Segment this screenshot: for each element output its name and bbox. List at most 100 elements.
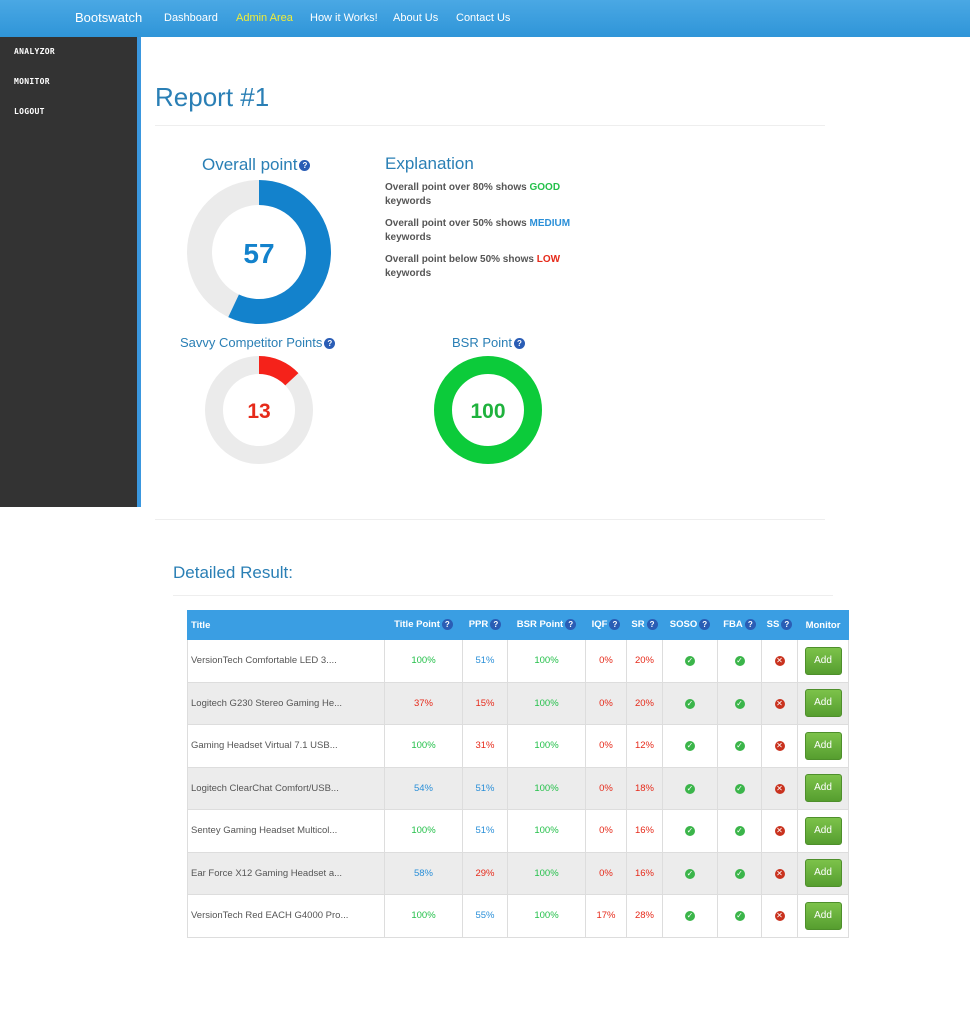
help-icon[interactable]: ? — [299, 160, 311, 172]
cell-bsr-point: 100% — [507, 724, 586, 768]
cell-ppr: 51% — [462, 809, 508, 853]
sidebar: ANALYZOR MONITOR LOGOUT — [0, 37, 141, 507]
cell-fba: ✓ — [717, 766, 762, 810]
cell-sr: 28% — [626, 894, 663, 938]
cell-monitor: Add — [797, 681, 849, 725]
overall-point-heading: Overall point? — [202, 155, 311, 175]
col-ppr: PPR? — [462, 610, 508, 640]
overall-gauge-arc — [187, 180, 331, 324]
add-button[interactable]: Add — [804, 731, 842, 760]
cross-icon: ✕ — [774, 868, 785, 879]
cell-soso: ✓ — [662, 851, 718, 895]
cell-bsr-point: 100% — [507, 681, 586, 725]
cell-monitor: Add — [797, 766, 849, 810]
help-icon[interactable]: ? — [324, 338, 336, 350]
help-icon[interactable]: ? — [441, 619, 453, 631]
cell-fba: ✓ — [717, 639, 762, 683]
cell-sr: 20% — [626, 639, 663, 683]
explanation-low: Overall point below 50% shows LOW keyword… — [385, 254, 561, 279]
check-icon: ✓ — [685, 868, 695, 879]
nav-contact-us[interactable]: Contact Us — [456, 12, 511, 24]
help-icon[interactable]: ? — [490, 619, 502, 631]
cell-fba: ✓ — [717, 894, 762, 938]
divider — [155, 125, 825, 126]
help-icon[interactable]: ? — [646, 619, 658, 631]
col-title-point: Title Point? — [384, 610, 463, 640]
top-navbar: Bootswatch Dashboard Admin Area How it W… — [0, 0, 970, 37]
cell-title-point: 100% — [384, 809, 463, 853]
cell-iqf: 17% — [585, 894, 627, 938]
bsr-heading: BSR Point? — [452, 335, 525, 350]
cell-ppr: 55% — [462, 894, 508, 938]
add-button[interactable]: Add — [804, 859, 842, 888]
col-ss: SS? — [761, 610, 798, 640]
cell-bsr-point: 100% — [507, 766, 586, 810]
cell-title: Logitech ClearChat Comfort/USB... — [187, 766, 385, 810]
cell-monitor: Add — [797, 894, 849, 938]
cell-sr: 16% — [626, 809, 663, 853]
cell-title: VersionTech Comfortable LED 3.... — [187, 639, 385, 683]
cell-sr: 18% — [626, 766, 663, 810]
add-button[interactable]: Add — [804, 689, 842, 718]
check-icon: ✓ — [734, 911, 745, 922]
check-icon: ✓ — [734, 656, 745, 667]
col-title: Title — [187, 610, 385, 640]
cell-title-point: 58% — [384, 851, 463, 895]
check-icon: ✓ — [685, 783, 695, 794]
nav-how-it-works[interactable]: How it Works! — [310, 12, 378, 24]
cell-ss: ✕ — [761, 809, 798, 853]
add-button[interactable]: Add — [804, 901, 842, 930]
col-monitor: Monitor — [797, 610, 849, 640]
cell-title-point: 54% — [384, 766, 463, 810]
cell-ppr: 31% — [462, 724, 508, 768]
cell-title: Ear Force X12 Gaming Headset a... — [187, 851, 385, 895]
savvy-value: 13 — [247, 400, 270, 423]
table-row: Gaming Headset Virtual 7.1 USB... 100% 31%… — [187, 724, 849, 768]
sidebar-item-analyzor[interactable]: ANALYZOR — [14, 47, 55, 56]
check-icon: ✓ — [734, 698, 745, 709]
cell-title-point: 100% — [384, 724, 463, 768]
sidebar-item-monitor[interactable]: MONITOR — [14, 77, 50, 86]
nav-dashboard[interactable]: Dashboard — [164, 12, 218, 24]
cross-icon: ✕ — [774, 826, 785, 837]
add-button[interactable]: Add — [804, 816, 842, 845]
help-icon[interactable]: ? — [565, 619, 577, 631]
nav-about-us[interactable]: About Us — [393, 12, 439, 24]
cell-ppr: 15% — [462, 681, 508, 725]
help-icon[interactable]: ? — [609, 619, 621, 631]
cell-fba: ✓ — [717, 809, 762, 853]
cell-ss: ✕ — [761, 681, 798, 725]
check-icon: ✓ — [734, 826, 745, 837]
bsr-value: 100 — [470, 400, 505, 423]
help-icon[interactable]: ? — [699, 619, 711, 631]
cell-sr: 16% — [626, 851, 663, 895]
cell-title-point: 100% — [384, 894, 463, 938]
help-icon[interactable]: ? — [513, 338, 525, 350]
add-button[interactable]: Add — [804, 774, 842, 803]
table-row: Logitech ClearChat Comfort/USB... 54% 51% 1… — [187, 766, 849, 810]
savvy-title: Savvy Competitor Points — [180, 335, 323, 350]
cell-fba: ✓ — [717, 681, 762, 725]
cell-iqf: 0% — [585, 681, 627, 725]
cell-fba: ✓ — [717, 851, 762, 895]
cell-ss: ✕ — [761, 851, 798, 895]
col-iqf: IQF? — [585, 610, 627, 640]
savvy-gauge: 13 — [205, 356, 313, 464]
cell-sr: 12% — [626, 724, 663, 768]
savvy-heading: Savvy Competitor Points? — [180, 335, 336, 350]
help-icon[interactable]: ? — [781, 619, 793, 631]
table-row: Ear Force X12 Gaming Headset a... 58% 29% 1… — [187, 851, 849, 895]
cell-monitor: Add — [797, 639, 849, 683]
cell-title: Logitech G230 Stereo Gaming He... — [187, 681, 385, 725]
help-icon[interactable]: ? — [744, 619, 756, 631]
cell-ss: ✕ — [761, 724, 798, 768]
detailed-result-title: Detailed Result: — [173, 563, 294, 582]
sidebar-item-logout[interactable]: LOGOUT — [14, 107, 45, 116]
explanation-medium: Overall point over 50% shows MEDIUM keywo… — [385, 218, 571, 243]
add-button[interactable]: Add — [804, 646, 842, 675]
brand-link[interactable]: Bootswatch — [75, 10, 143, 25]
cell-bsr-point: 100% — [507, 894, 586, 938]
explanation-good: Overall point over 80% shows GOOD keyword… — [385, 182, 561, 207]
table-row: VersionTech Red EACH G4000 Pro... 100% 55%… — [187, 894, 849, 938]
nav-admin-area[interactable]: Admin Area — [236, 12, 293, 24]
